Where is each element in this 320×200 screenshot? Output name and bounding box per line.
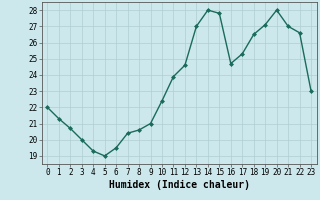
- X-axis label: Humidex (Indice chaleur): Humidex (Indice chaleur): [109, 180, 250, 190]
